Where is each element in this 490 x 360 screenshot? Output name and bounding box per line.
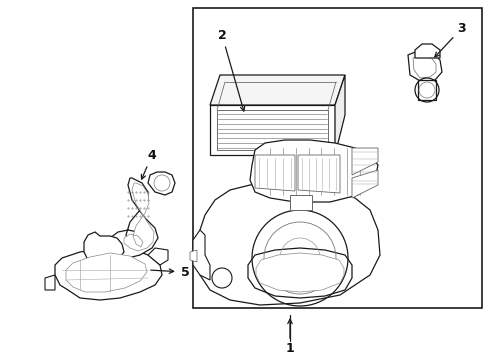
Polygon shape — [352, 148, 378, 175]
Polygon shape — [148, 248, 168, 265]
Polygon shape — [248, 248, 352, 298]
Text: 4: 4 — [141, 149, 156, 179]
Polygon shape — [298, 155, 340, 193]
Polygon shape — [197, 183, 380, 305]
Text: 5: 5 — [151, 266, 189, 279]
Polygon shape — [408, 50, 442, 82]
Polygon shape — [124, 183, 154, 251]
Polygon shape — [255, 155, 295, 191]
Polygon shape — [210, 75, 345, 105]
Polygon shape — [352, 170, 378, 198]
Text: 1: 1 — [286, 342, 294, 355]
Polygon shape — [250, 140, 378, 202]
Polygon shape — [217, 110, 328, 150]
Polygon shape — [418, 80, 436, 100]
Polygon shape — [335, 75, 345, 155]
Polygon shape — [256, 253, 344, 292]
Bar — [193, 8, 482, 308]
Polygon shape — [190, 250, 197, 262]
Polygon shape — [290, 195, 312, 210]
Polygon shape — [84, 232, 124, 265]
Polygon shape — [110, 178, 158, 258]
Polygon shape — [415, 44, 440, 58]
Polygon shape — [55, 248, 162, 300]
Polygon shape — [45, 275, 55, 290]
Polygon shape — [66, 253, 147, 292]
Polygon shape — [148, 172, 175, 195]
Text: 2: 2 — [218, 28, 245, 111]
Polygon shape — [193, 230, 210, 280]
Polygon shape — [413, 54, 436, 78]
Text: 3: 3 — [435, 22, 466, 57]
Polygon shape — [210, 105, 335, 155]
